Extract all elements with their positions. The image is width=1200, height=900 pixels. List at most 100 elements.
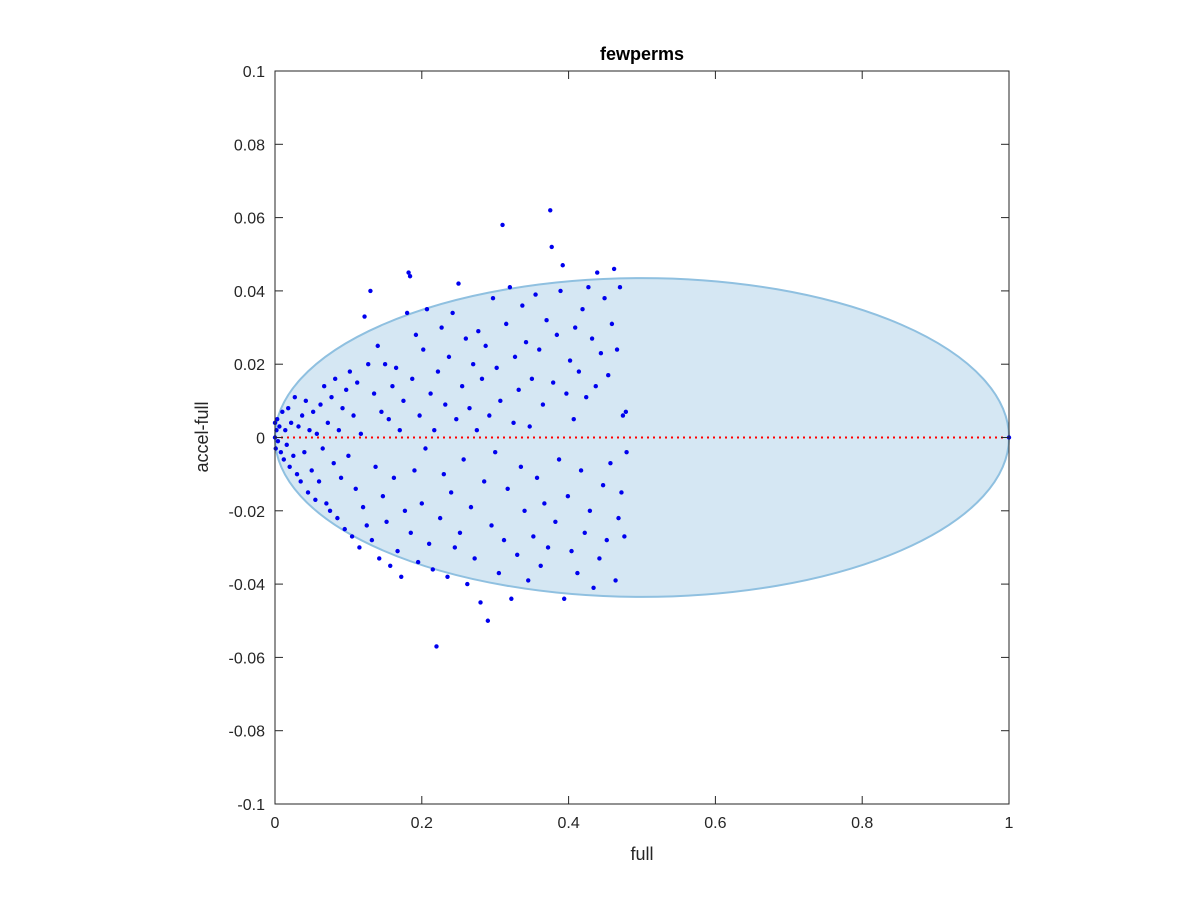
data-point <box>332 376 338 382</box>
y-tick-label: 0.1 <box>243 64 265 81</box>
data-point <box>412 468 417 473</box>
data-point <box>616 515 621 521</box>
data-point <box>556 457 562 462</box>
data-point <box>573 325 578 330</box>
y-tick-label: -0.08 <box>229 724 266 741</box>
data-point <box>313 497 318 503</box>
data-point <box>548 208 553 213</box>
data-point <box>426 541 432 546</box>
data-point <box>415 559 421 565</box>
data-point <box>410 376 415 382</box>
data-point <box>336 427 342 433</box>
data-point <box>531 534 536 539</box>
data-point <box>576 369 582 374</box>
data-point <box>310 409 316 415</box>
data-point <box>331 460 336 466</box>
data-point <box>353 486 358 492</box>
data-point <box>595 270 600 275</box>
data-point <box>343 387 349 393</box>
data-point <box>538 563 543 568</box>
data-point <box>465 581 470 587</box>
data-point <box>600 482 606 488</box>
data-point <box>507 285 513 290</box>
data-point <box>511 420 516 426</box>
data-point <box>406 270 411 275</box>
data-point <box>485 618 491 623</box>
data-point <box>593 383 598 389</box>
data-point <box>608 460 613 466</box>
data-point <box>623 409 629 415</box>
data-point <box>606 372 611 378</box>
data-point <box>275 416 280 422</box>
data-point <box>399 574 404 579</box>
data-point <box>591 585 596 590</box>
data-point <box>450 310 455 316</box>
data-point <box>504 321 509 327</box>
data-point <box>299 413 305 418</box>
data-point <box>461 457 466 462</box>
data-point <box>296 424 301 429</box>
data-point <box>509 596 514 601</box>
data-point <box>380 493 386 499</box>
data-point <box>287 464 292 470</box>
data-point <box>395 548 400 554</box>
data-point <box>611 266 617 272</box>
data-point <box>619 490 624 495</box>
data-point <box>617 285 623 290</box>
y-tick-label: 0.02 <box>234 357 265 374</box>
data-point <box>278 449 284 455</box>
data-point <box>565 493 571 499</box>
ticks: 0 0.2 0.4 0.6 0.8 1 -0.1 -0.08 -0.06 -0.04 -0.02 0 0… <box>229 64 1014 832</box>
data-point <box>305 490 311 495</box>
y-tick-label: 0.06 <box>234 211 265 228</box>
data-point <box>435 369 441 374</box>
data-point <box>340 405 345 411</box>
data-point <box>432 427 437 433</box>
data-point <box>456 281 461 286</box>
data-point <box>457 530 463 535</box>
data-point <box>362 314 367 319</box>
data-point <box>553 519 558 524</box>
data-point <box>390 383 395 389</box>
data-point <box>325 420 331 426</box>
data-point <box>589 336 595 341</box>
data-point <box>288 420 294 426</box>
x-axis-label: full <box>630 844 653 864</box>
data-point <box>437 515 443 521</box>
data-point <box>622 534 627 539</box>
data-point <box>375 343 380 349</box>
data-point <box>479 376 485 382</box>
y-tick-label: -0.06 <box>229 650 266 667</box>
data-point <box>294 471 300 477</box>
data-point <box>423 446 428 451</box>
data-point <box>544 318 549 323</box>
data-point <box>377 556 382 561</box>
data-point <box>580 307 585 312</box>
data-point <box>349 534 355 539</box>
data-point <box>586 285 591 290</box>
data-point <box>487 413 492 418</box>
data-point <box>441 471 447 477</box>
data-point <box>498 398 503 404</box>
data-point <box>470 362 476 367</box>
data-point <box>428 391 433 396</box>
data-point <box>472 556 477 561</box>
data-point <box>286 405 291 411</box>
x-tick-label: 0.4 <box>557 815 579 832</box>
data-point <box>584 394 589 400</box>
data-point <box>448 490 454 495</box>
data-point <box>424 307 430 312</box>
y-tick-label: 0.04 <box>234 284 265 301</box>
data-point <box>391 475 397 481</box>
data-point <box>280 409 285 415</box>
data-point <box>468 504 474 510</box>
data-point <box>397 427 402 433</box>
data-point <box>561 596 567 601</box>
data-point <box>478 600 483 605</box>
data-point <box>402 508 408 513</box>
data-point <box>516 387 521 393</box>
data-point <box>382 362 388 367</box>
data-point <box>351 413 356 418</box>
data-point <box>355 380 360 385</box>
data-point <box>493 449 498 455</box>
